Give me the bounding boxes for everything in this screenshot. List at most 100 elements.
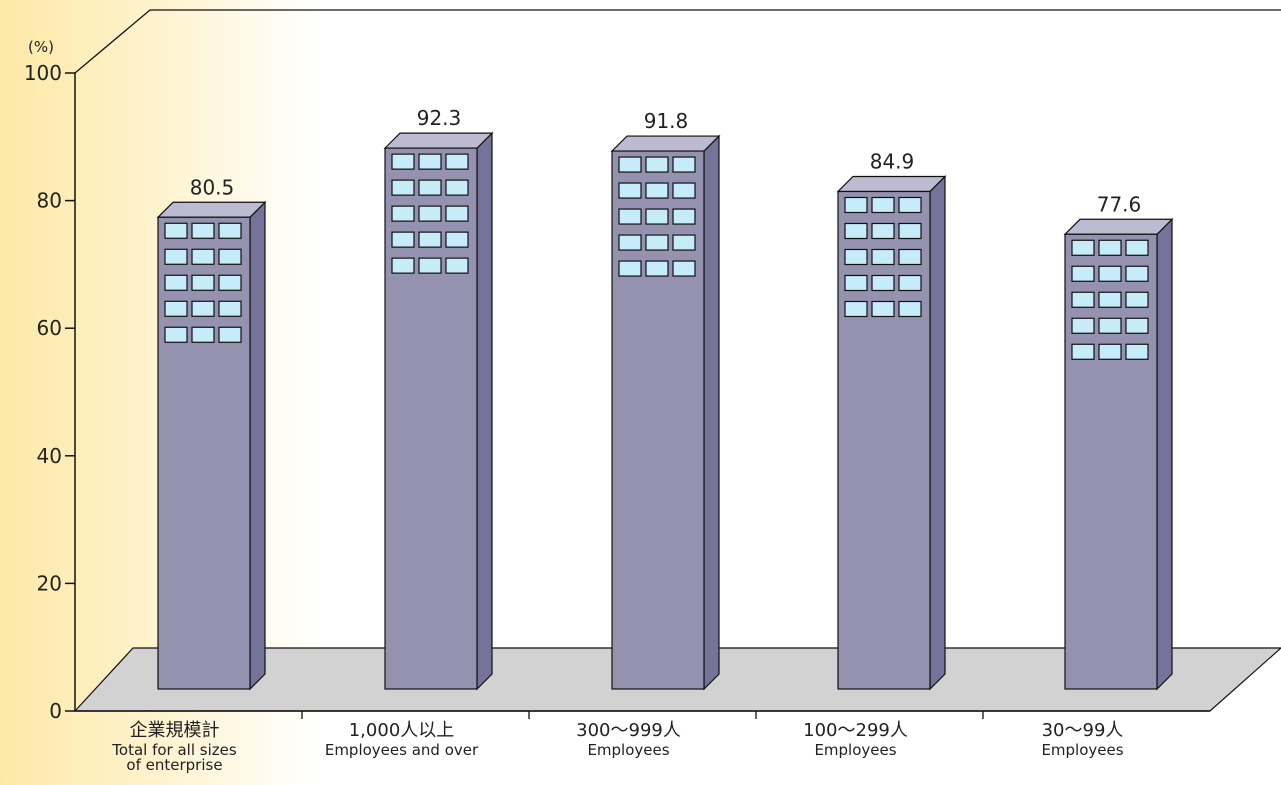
bar-window bbox=[618, 260, 642, 277]
bar-top-3 bbox=[836, 175, 947, 193]
bar-window bbox=[871, 222, 895, 240]
y-tick-label-60: 60 bbox=[37, 316, 62, 340]
data-label-1: 92.3 bbox=[417, 106, 462, 130]
bar-window bbox=[645, 156, 669, 173]
bar-window bbox=[672, 156, 696, 173]
bar-window bbox=[844, 222, 868, 240]
bar-window bbox=[618, 208, 642, 225]
bar-3 bbox=[837, 190, 931, 690]
bar-window bbox=[218, 274, 242, 291]
bar-side-4 bbox=[1156, 217, 1173, 691]
bar-window bbox=[1125, 291, 1149, 308]
y-tick-label-80: 80 bbox=[37, 189, 62, 213]
category-label-en-0: of enterprise bbox=[126, 756, 222, 774]
bar-window bbox=[164, 326, 188, 343]
bar-side-1 bbox=[476, 131, 493, 691]
bar-window bbox=[1125, 317, 1149, 334]
bar-window bbox=[445, 257, 469, 274]
y-tick-label-0: 0 bbox=[49, 699, 62, 723]
bar-window bbox=[418, 153, 442, 170]
data-label-2: 91.8 bbox=[644, 109, 689, 133]
y-tick-label-40: 40 bbox=[37, 444, 62, 468]
bar-window bbox=[1098, 291, 1122, 308]
category-label-jp-3: 100～299人 bbox=[803, 720, 908, 741]
bar-window bbox=[672, 260, 696, 277]
bar-window bbox=[1125, 343, 1149, 360]
bar-window bbox=[164, 300, 188, 317]
bar-window bbox=[418, 205, 442, 222]
bar-window bbox=[871, 300, 895, 318]
bar-window bbox=[871, 248, 895, 266]
bar-window bbox=[844, 196, 868, 214]
bar-top-1 bbox=[383, 132, 494, 149]
bar-window bbox=[645, 182, 669, 199]
bar-window bbox=[618, 234, 642, 251]
bar-window bbox=[1098, 265, 1122, 282]
category-label-en-1: Employees and over bbox=[325, 741, 479, 759]
bar-window bbox=[1071, 291, 1095, 308]
bar-window bbox=[1125, 239, 1149, 256]
y-tick-label-20: 20 bbox=[37, 571, 62, 595]
category-label-jp-0: 企業規模計 bbox=[130, 720, 220, 741]
bar-window bbox=[164, 248, 188, 265]
bar-window bbox=[445, 153, 469, 170]
bar-top-4 bbox=[1063, 218, 1174, 235]
back-wall-top-edge bbox=[74, 9, 1281, 74]
bar-window bbox=[1098, 239, 1122, 256]
bar-window bbox=[391, 205, 415, 222]
bar-side-3 bbox=[929, 175, 946, 691]
bar-window bbox=[445, 179, 469, 196]
category-label-en-2: Employees bbox=[587, 741, 669, 759]
y-tick-label-100: 100 bbox=[24, 61, 62, 85]
data-label-3: 84.9 bbox=[870, 149, 915, 173]
bar-0 bbox=[157, 216, 251, 690]
bar-window bbox=[191, 300, 215, 317]
bar-window bbox=[191, 274, 215, 291]
category-label-jp-4: 30～99人 bbox=[1042, 720, 1124, 741]
bar-window bbox=[618, 182, 642, 199]
bar-window bbox=[645, 234, 669, 251]
bar-window bbox=[218, 222, 242, 239]
bar-window bbox=[391, 231, 415, 248]
bar-window bbox=[391, 153, 415, 170]
bar-window bbox=[1125, 265, 1149, 282]
bar-window bbox=[672, 208, 696, 225]
bar-window bbox=[191, 222, 215, 239]
category-label-en-3: Employees bbox=[814, 741, 896, 759]
bar-2 bbox=[611, 150, 705, 690]
y-axis-unit-label: (%) bbox=[28, 38, 54, 56]
bar-window bbox=[672, 234, 696, 251]
bar-window bbox=[1071, 343, 1095, 360]
bar-window bbox=[898, 222, 922, 240]
bar-window bbox=[871, 196, 895, 214]
bar-window bbox=[164, 274, 188, 291]
bar-window bbox=[871, 274, 895, 292]
bar-window bbox=[1098, 317, 1122, 334]
data-label-0: 80.5 bbox=[190, 175, 235, 199]
bar-window bbox=[1071, 239, 1095, 256]
bar-window bbox=[191, 248, 215, 265]
bar-window bbox=[218, 326, 242, 343]
bar-window bbox=[218, 300, 242, 317]
bar-top-0 bbox=[156, 201, 267, 218]
bar-window bbox=[391, 257, 415, 274]
bar-1 bbox=[384, 147, 478, 690]
bar-window bbox=[844, 248, 868, 266]
bar-window bbox=[418, 179, 442, 196]
category-label-jp-2: 300～999人 bbox=[576, 720, 681, 741]
bar-window bbox=[898, 274, 922, 292]
bar-window bbox=[645, 208, 669, 225]
bar-window bbox=[645, 260, 669, 277]
bar-window bbox=[445, 205, 469, 222]
bar-window bbox=[191, 326, 215, 343]
bar-4 bbox=[1064, 233, 1158, 690]
bar-window bbox=[898, 196, 922, 214]
category-label-en-0: Total for all sizes bbox=[111, 741, 237, 759]
category-label-en-4: Employees bbox=[1041, 741, 1123, 759]
bar-side-0 bbox=[249, 200, 266, 691]
bar-side-2 bbox=[703, 134, 720, 691]
bar-window bbox=[1098, 343, 1122, 360]
bar-window bbox=[1071, 265, 1095, 282]
